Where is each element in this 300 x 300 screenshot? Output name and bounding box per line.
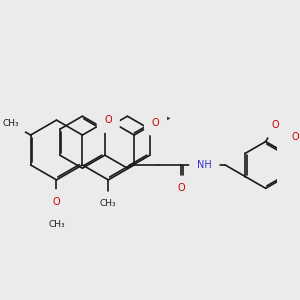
Text: CH₃: CH₃ <box>100 199 117 208</box>
Text: CH₃: CH₃ <box>48 220 65 229</box>
Text: O: O <box>271 120 279 130</box>
Text: O: O <box>53 197 60 207</box>
Text: CH₃: CH₃ <box>2 119 19 128</box>
Text: NH: NH <box>197 160 212 170</box>
Text: O: O <box>177 183 185 193</box>
Text: O: O <box>152 118 159 128</box>
Text: O: O <box>104 115 112 125</box>
Text: O: O <box>292 132 299 142</box>
